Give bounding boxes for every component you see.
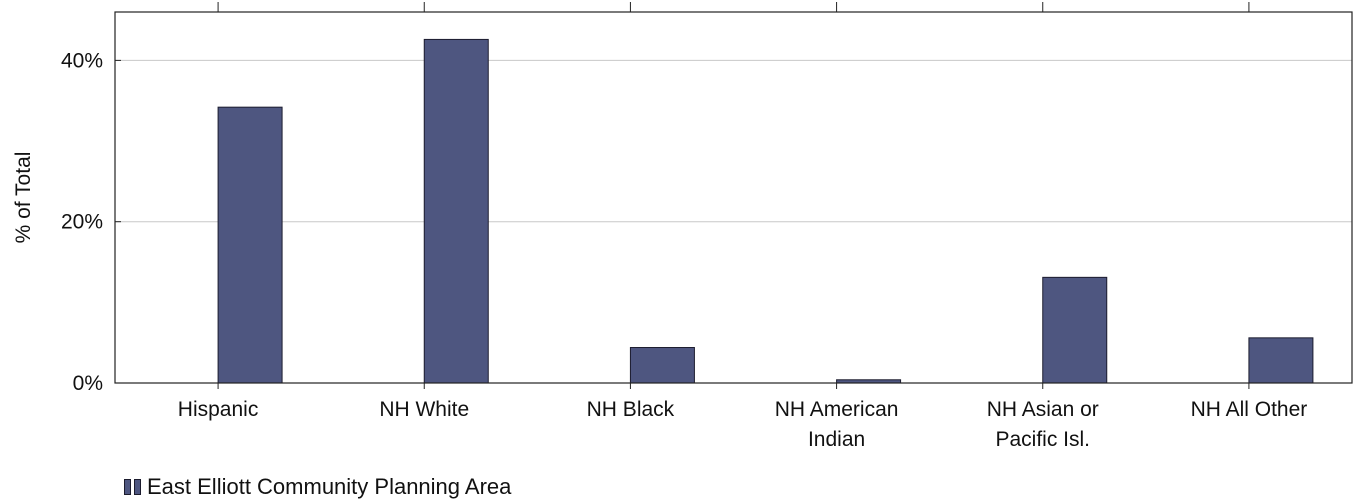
- x-tick-label: NH White: [379, 398, 469, 421]
- bar-nh-all-other: [1248, 337, 1314, 384]
- legend-swatch-bar-2: [134, 479, 141, 495]
- bar-hispanic: [217, 106, 283, 384]
- y-tick-label: 40%: [61, 49, 103, 72]
- x-tick-label: NH Black: [587, 398, 675, 421]
- bar-nh-white: [423, 38, 489, 384]
- bar-nh-black: [629, 347, 695, 384]
- x-tick-labels: Hispanic NH White NH Black NH American India…: [178, 398, 1307, 451]
- gridlines: [115, 59, 1352, 223]
- y-axis-title: % of Total: [12, 152, 35, 244]
- y-tick-label: 20%: [61, 211, 103, 234]
- bar-nh-asian-or-pacific-isl: [1042, 276, 1108, 384]
- x-tick-label: NH All Other: [1191, 398, 1308, 421]
- y-tick-label: 0%: [73, 372, 103, 395]
- legend-label: East Elliott Community Planning Area: [147, 474, 512, 499]
- legend: East Elliott Community Planning Area: [124, 474, 511, 500]
- bars: [217, 38, 1314, 384]
- plot-frame: [114, 11, 1353, 384]
- legend-swatch: [124, 479, 141, 495]
- x-tick-label: NH American Indian: [775, 398, 899, 451]
- x-tick-label: Hispanic: [178, 398, 259, 421]
- y-tick-labels: 0% 20% 40%: [61, 49, 103, 395]
- legend-swatch-bar-1: [124, 479, 131, 495]
- x-tick-label: NH Asian or Pacific Isl.: [987, 398, 1099, 451]
- axis-ticks: [115, 2, 1250, 389]
